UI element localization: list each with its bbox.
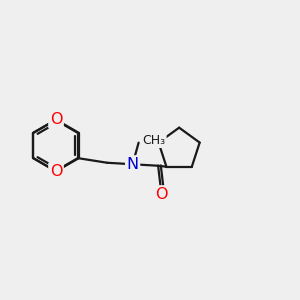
Text: O: O	[155, 187, 167, 202]
Text: CH₃: CH₃	[142, 134, 165, 147]
Text: N: N	[127, 157, 139, 172]
Text: O: O	[50, 164, 62, 179]
Text: O: O	[50, 112, 62, 127]
